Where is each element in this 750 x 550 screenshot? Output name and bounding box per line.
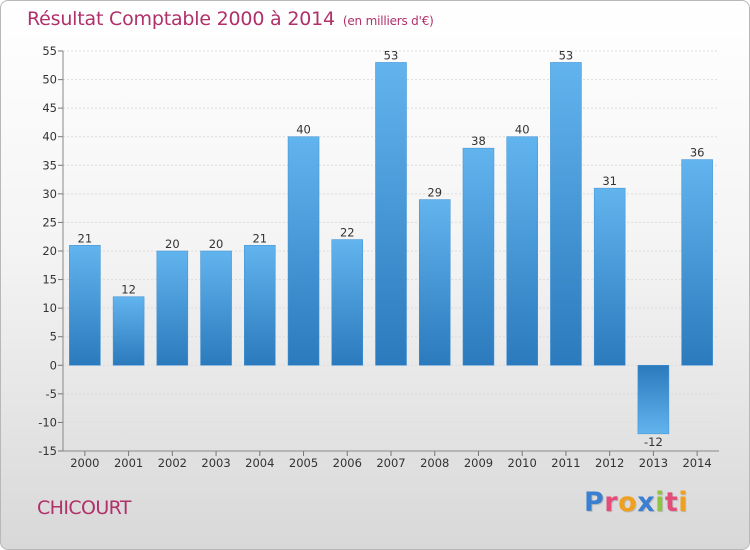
x-tick-label-2002: 2002 [158, 456, 187, 470]
data-label-2000: 21 [78, 231, 93, 245]
bar-2008 [418, 199, 451, 366]
x-tick-label-2009: 2009 [464, 456, 493, 470]
bar-2004 [244, 245, 276, 366]
data-label-2011: 53 [559, 48, 574, 62]
bar-2002 [156, 250, 189, 366]
y-tick-label: 45 [42, 101, 57, 115]
data-label-2009: 38 [471, 134, 486, 148]
x-tick-label-2001: 2001 [114, 456, 143, 470]
logo-letter: t [664, 487, 679, 518]
data-label-2001: 12 [121, 283, 136, 297]
data-label-2014: 36 [690, 146, 705, 160]
y-tick-label: 35 [42, 158, 57, 172]
y-tick-label: 25 [42, 215, 57, 229]
x-tick-label-2000: 2000 [70, 456, 99, 470]
data-label-2004: 21 [252, 231, 267, 245]
y-tick-label: 40 [42, 130, 57, 144]
x-tick-label-2013: 2013 [639, 456, 668, 470]
bar-2006 [331, 239, 364, 366]
x-tick-label-2005: 2005 [289, 456, 318, 470]
x-tick-label-2006: 2006 [333, 456, 362, 470]
chart-title-text: Résultat Comptable 2000 à 2014 [27, 8, 335, 30]
bar-2014 [681, 159, 713, 366]
bar-2009 [462, 147, 495, 366]
data-label-2008: 29 [427, 186, 442, 200]
y-tick-label: 15 [42, 273, 57, 287]
logo-letter: P [584, 487, 605, 518]
y-tick-label: 55 [42, 44, 57, 58]
bar-2012 [593, 187, 626, 366]
data-label-2003: 20 [209, 237, 224, 251]
y-tick-label: -15 [38, 444, 57, 458]
y-tick-label: 30 [42, 187, 57, 201]
y-tick-label: 0 [50, 358, 57, 372]
bar-2007 [375, 62, 407, 366]
logo-letter: r [604, 487, 619, 518]
chart-unit: (en milliers d'€) [342, 14, 434, 28]
data-label-2002: 20 [165, 237, 180, 251]
chart-title: Résultat Comptable 2000 à 2014 (en millie… [27, 8, 434, 30]
y-tick-label: 20 [42, 244, 57, 258]
proxiti-logo: Proxiti [584, 487, 688, 518]
bar-2010 [506, 136, 538, 366]
x-tick-label-2004: 2004 [245, 456, 274, 470]
axes: -15 -10 -5 0 5 10 15 20 25 30 35 40 45 50 55 2000 2001 20… [38, 44, 719, 470]
y-tick-label: 5 [50, 330, 57, 344]
x-tick-label-2012: 2012 [595, 456, 624, 470]
data-label-2005: 40 [296, 123, 311, 137]
x-tick-label-2011: 2011 [551, 456, 580, 470]
place-name: CHICOURT [37, 497, 132, 519]
x-tick-label-2010: 2010 [508, 456, 537, 470]
bar-2005 [287, 136, 320, 366]
y-tick-label: 50 [42, 73, 57, 87]
data-label-2013: -12 [644, 435, 663, 449]
x-tick-label-2007: 2007 [376, 456, 405, 470]
logo-letter: i [678, 487, 689, 518]
bar-2011 [550, 62, 582, 366]
logo-letter: o [618, 487, 638, 518]
logo-letter: x [637, 487, 656, 518]
data-label-2010: 40 [515, 123, 530, 137]
y-tick-label: 10 [42, 301, 57, 315]
data-labels: 21 12 20 20 21 40 22 53 29 38 40 53 31 -12 36 [78, 48, 705, 448]
x-tick-label-2014: 2014 [682, 456, 711, 470]
data-label-2006: 22 [340, 226, 355, 240]
data-label-2007: 53 [384, 48, 399, 62]
bars [69, 62, 713, 435]
logo-letter: i [655, 487, 665, 518]
x-tick-label-2008: 2008 [420, 456, 449, 470]
x-tick-label-2003: 2003 [201, 456, 230, 470]
y-tick-label: -10 [38, 415, 57, 429]
bar-2003 [200, 250, 232, 366]
data-label-2012: 31 [602, 174, 617, 188]
y-tick-label: -5 [46, 387, 57, 401]
bar-2013 [637, 365, 670, 435]
bar-2001 [112, 296, 145, 366]
bar-2000 [69, 245, 101, 366]
